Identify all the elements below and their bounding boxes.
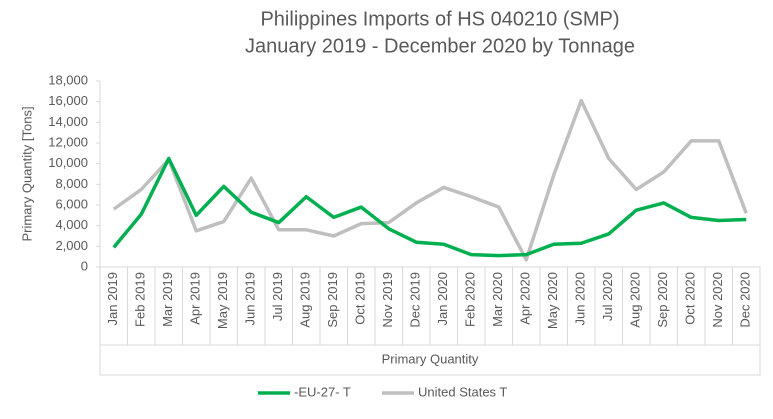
x-tick-label: Dec 2019 xyxy=(408,272,423,328)
y-tick-label: 0 xyxy=(81,258,88,273)
legend-label: United States T xyxy=(418,384,507,399)
x-tick-label: Sep 2019 xyxy=(325,272,340,328)
x-tick-label: Jan 2019 xyxy=(105,272,120,326)
y-tick-label: 6,000 xyxy=(55,196,88,211)
x-tick-label: Oct 2020 xyxy=(683,272,698,325)
x-tick-label: Feb 2019 xyxy=(133,272,148,327)
x-tick-label: Apr 2020 xyxy=(518,272,533,325)
x-tick-label: Mar 2019 xyxy=(160,272,175,327)
y-tick-label: 10,000 xyxy=(48,155,88,170)
chart-subtitle: January 2019 - December 2020 by Tonnage xyxy=(245,35,635,57)
y-axis-label: Primary Quantity [Tons] xyxy=(19,106,34,241)
x-tick-label: Oct 2019 xyxy=(353,272,368,325)
x-tick-label: Sep 2020 xyxy=(655,272,670,328)
y-tick-label: 2,000 xyxy=(55,238,88,253)
x-tick-label: Aug 2020 xyxy=(628,272,643,328)
y-tick-label: 18,000 xyxy=(48,72,88,87)
y-tick-label: 14,000 xyxy=(48,114,88,129)
series-line xyxy=(112,156,747,258)
x-tick-label: Aug 2019 xyxy=(298,272,313,328)
x-tick-label: Jun 2019 xyxy=(243,272,258,326)
x-tick-label: Jun 2020 xyxy=(573,272,588,326)
x-tick-label: Feb 2020 xyxy=(463,272,478,327)
legend-label: -EU-27- T xyxy=(294,384,351,399)
y-tick-label: 16,000 xyxy=(48,93,88,108)
chart-title: Philippines Imports of HS 040210 (SMP) xyxy=(260,8,619,30)
x-tick-label: Jan 2020 xyxy=(435,272,450,326)
x-tick-label: May 2020 xyxy=(545,272,560,329)
y-tick-label: 12,000 xyxy=(48,134,88,149)
series-line xyxy=(112,98,748,262)
x-tick-label: Mar 2020 xyxy=(490,272,505,327)
y-tick-label: 4,000 xyxy=(55,217,88,232)
x-tick-label: May 2019 xyxy=(215,272,230,329)
x-axis-label: Primary Quantity xyxy=(382,351,479,366)
x-tick-label: Dec 2020 xyxy=(738,272,753,328)
x-tick-label: Jul 2020 xyxy=(600,272,615,321)
x-tick-label: Nov 2019 xyxy=(380,272,395,328)
y-tick-label: 8,000 xyxy=(55,176,88,191)
x-tick-label: Nov 2020 xyxy=(710,272,725,328)
x-tick-label: Apr 2019 xyxy=(188,272,203,325)
x-tick-label: Jul 2019 xyxy=(270,272,285,321)
